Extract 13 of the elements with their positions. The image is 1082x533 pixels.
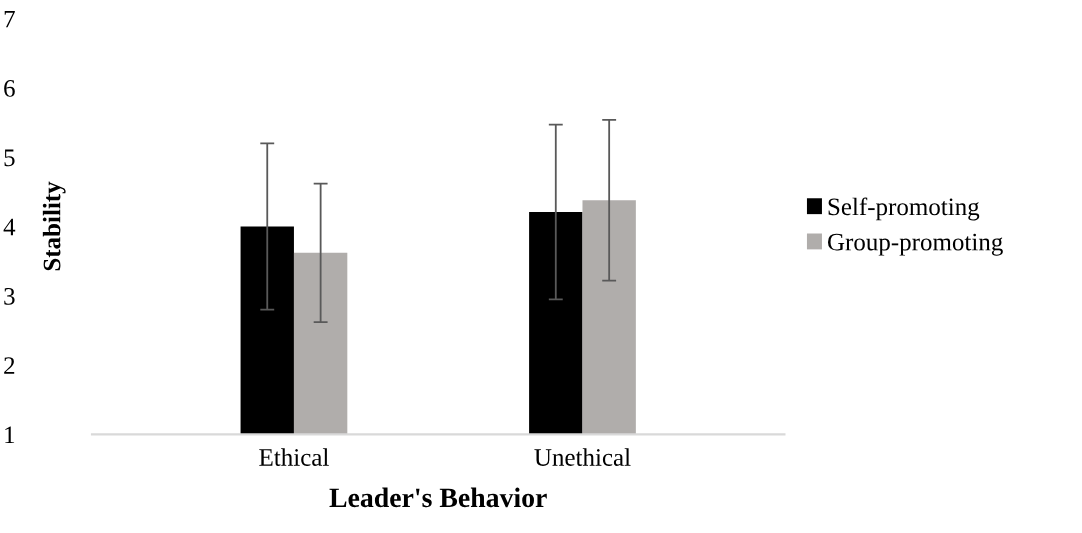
x-tick-label: Unethical <box>534 448 631 466</box>
x-tick-label: Ethical <box>259 448 329 466</box>
legend-label: Group-promoting <box>827 233 1003 256</box>
y-tick-label: 4 <box>3 218 16 236</box>
legend-label: Self-promoting <box>828 197 980 221</box>
x-axis-title: Leader's Behavior <box>329 487 547 508</box>
y-tick-label: 5 <box>4 149 15 167</box>
y-axis-title: Stability <box>42 181 66 271</box>
y-tick-label: 7 <box>4 10 15 28</box>
y-tick-label: 2 <box>4 357 15 374</box>
y-tick-label: 6 <box>4 80 15 97</box>
y-tick-label: 3 <box>4 287 15 305</box>
y-tick-label: 1 <box>5 426 15 444</box>
